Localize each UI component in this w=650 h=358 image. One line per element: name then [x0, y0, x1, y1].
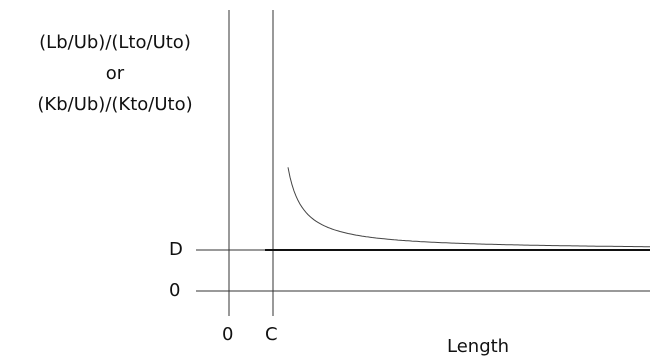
x-tick-label-c: C	[265, 324, 278, 345]
x-tick-label-zero: 0	[222, 324, 234, 345]
y-axis-label-line-1: (Lb/Ub)/(Lto/Uto)	[39, 32, 191, 53]
y-tick-label-d: D	[169, 239, 183, 260]
y-axis-label-line-3: (Kb/Ub)/(Kto/Uto)	[37, 94, 193, 115]
y-axis-label-line-2: or	[105, 63, 125, 84]
y-tick-label-zero: 0	[169, 280, 181, 301]
x-axis-label: Length	[447, 336, 510, 357]
decay-curve	[287, 167, 650, 248]
y-axis-label: (Lb/Ub)/(Lto/Uto) or (Kb/Ub)/(Kto/Uto)	[0, 27, 230, 120]
